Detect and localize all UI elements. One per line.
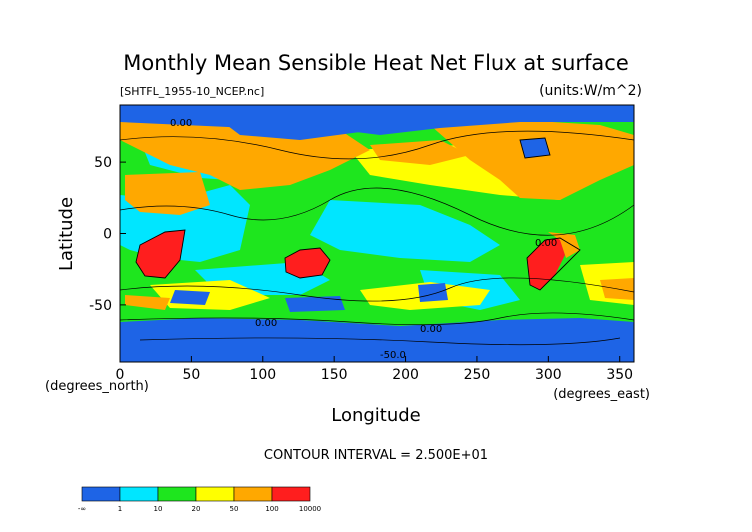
contour-lines (120, 130, 634, 346)
australia-red (285, 248, 330, 278)
x-tick-label: 300 (535, 367, 562, 383)
contour-interval-label: CONTOUR INTERVAL = 2.500E+01 (264, 448, 488, 463)
plot-title: Monthly Mean Sensible Heat Net Flux at s… (123, 51, 629, 75)
south-blue-patch-3 (418, 283, 448, 302)
x-axis-unit: (degrees_east) (553, 387, 650, 402)
x-tick-label: 350 (606, 367, 633, 383)
orange-north-pacific (370, 140, 470, 165)
y-axis-unit: (degrees_north) (45, 379, 149, 394)
south-blue-patch-2 (285, 296, 345, 312)
contour-label: -50.0 (380, 350, 406, 361)
north-america-land (430, 120, 634, 200)
arctic-blue (120, 105, 634, 122)
colorbar-label: 10 (154, 505, 163, 513)
colorbar-label: 20 (192, 505, 201, 513)
x-axis-ticks: 0 50 100 150 200 250 300 350 (116, 356, 633, 383)
contour-label: 0.00 (420, 324, 442, 335)
cyan-band-pacific (310, 200, 500, 262)
y-tick-label: 50 (94, 155, 112, 171)
x-tick-label: 0 (116, 367, 125, 383)
south-blue-patch-1 (170, 290, 210, 305)
colorbar-swatch (81, 486, 121, 502)
y-axis-ticks: 50 0 -50 (89, 155, 126, 314)
x-tick-label: 100 (249, 367, 276, 383)
colorbar-label: 1 (118, 505, 122, 513)
contour-label: 0.00 (170, 118, 192, 129)
colorbar: -∞ 1 10 20 50 100 10000 (78, 486, 321, 513)
y-axis-title: Latitude (56, 197, 77, 271)
colorbar-swatch (195, 486, 235, 502)
file-label: [SHTFL_1955-10_NCEP.nc] (120, 85, 264, 98)
south-america-orange-rim (548, 232, 580, 258)
siberia-blue (220, 118, 360, 140)
colorbar-label: 50 (230, 505, 239, 513)
y-tick-label: 0 (103, 227, 112, 243)
south-america-red (527, 238, 565, 290)
colorbar-label: 10000 (299, 505, 321, 513)
map-plot-area: 0.00 0.00 0.00 0.00 -50.0 (120, 105, 634, 362)
y-tick-label: -50 (89, 298, 112, 314)
x-tick-label: 50 (182, 367, 200, 383)
coastlines (135, 137, 581, 291)
units-label: (units:W/m^2) (539, 83, 642, 99)
contour-label: 0.00 (255, 318, 277, 329)
colorbar-label: -∞ (78, 505, 86, 513)
colorbar-label: 100 (265, 505, 278, 513)
x-tick-label: 200 (392, 367, 419, 383)
colorbar-swatch (119, 486, 159, 502)
hudson-blue (520, 138, 550, 158)
colorbar-swatch (271, 486, 311, 502)
southern-africa-red (136, 230, 185, 278)
northern-africa-land (125, 172, 210, 215)
colorbar-swatch (157, 486, 197, 502)
x-tick-label: 150 (321, 367, 348, 383)
colorbar-swatch (233, 486, 273, 502)
x-tick-label: 250 (464, 367, 491, 383)
contour-label: 0.00 (535, 238, 557, 249)
x-axis-title: Longitude (331, 405, 421, 426)
